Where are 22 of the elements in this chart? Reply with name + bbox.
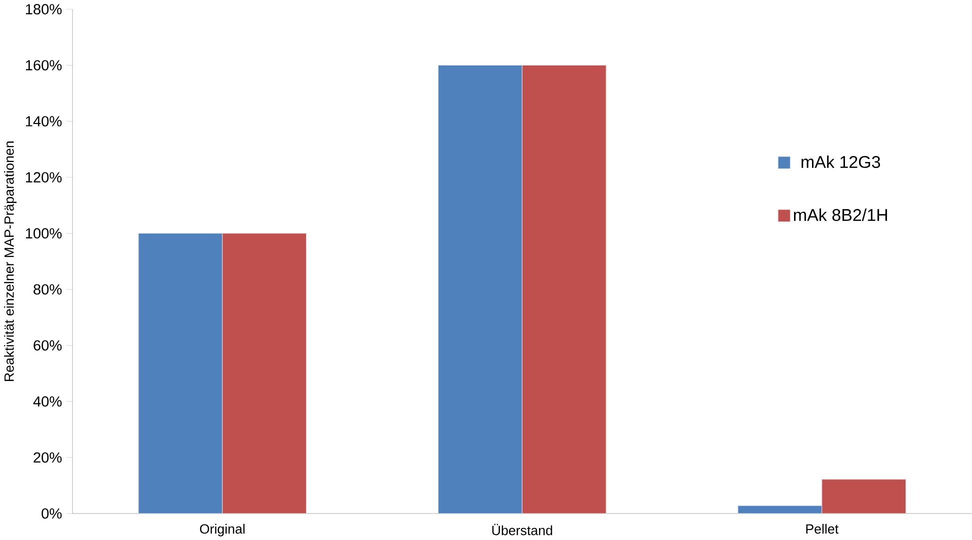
- y-axis-title: Reaktivität einzelner MAP-Präparationen: [4, 141, 17, 381]
- y-tick-label: 80%: [34, 284, 62, 294]
- y-tick-label: 120%: [26, 172, 62, 182]
- bar: [738, 505, 822, 514]
- bar: [822, 478, 906, 514]
- y-tick-label: 160%: [26, 60, 62, 70]
- x-tick-label: Pellet: [806, 524, 839, 534]
- y-tick-label: 140%: [26, 116, 62, 126]
- y-tick-label: 100%: [26, 228, 62, 238]
- x-tick-label: Original: [200, 524, 245, 536]
- bar: [522, 64, 606, 514]
- y-tick-label: 20%: [34, 452, 62, 462]
- x-tick-label: Überstand: [492, 524, 552, 536]
- bar: [222, 232, 307, 514]
- y-tick-label: 0%: [42, 508, 62, 518]
- legend-label: mAk 8B2/1H: [794, 208, 887, 221]
- y-tick-label: 60%: [34, 340, 62, 350]
- y-tick-label: 40%: [33, 396, 62, 406]
- y-tick-label: 180%: [26, 4, 62, 14]
- legend-label: mAk 12G3: [802, 155, 880, 168]
- bar: [138, 232, 223, 514]
- bar: [438, 64, 522, 514]
